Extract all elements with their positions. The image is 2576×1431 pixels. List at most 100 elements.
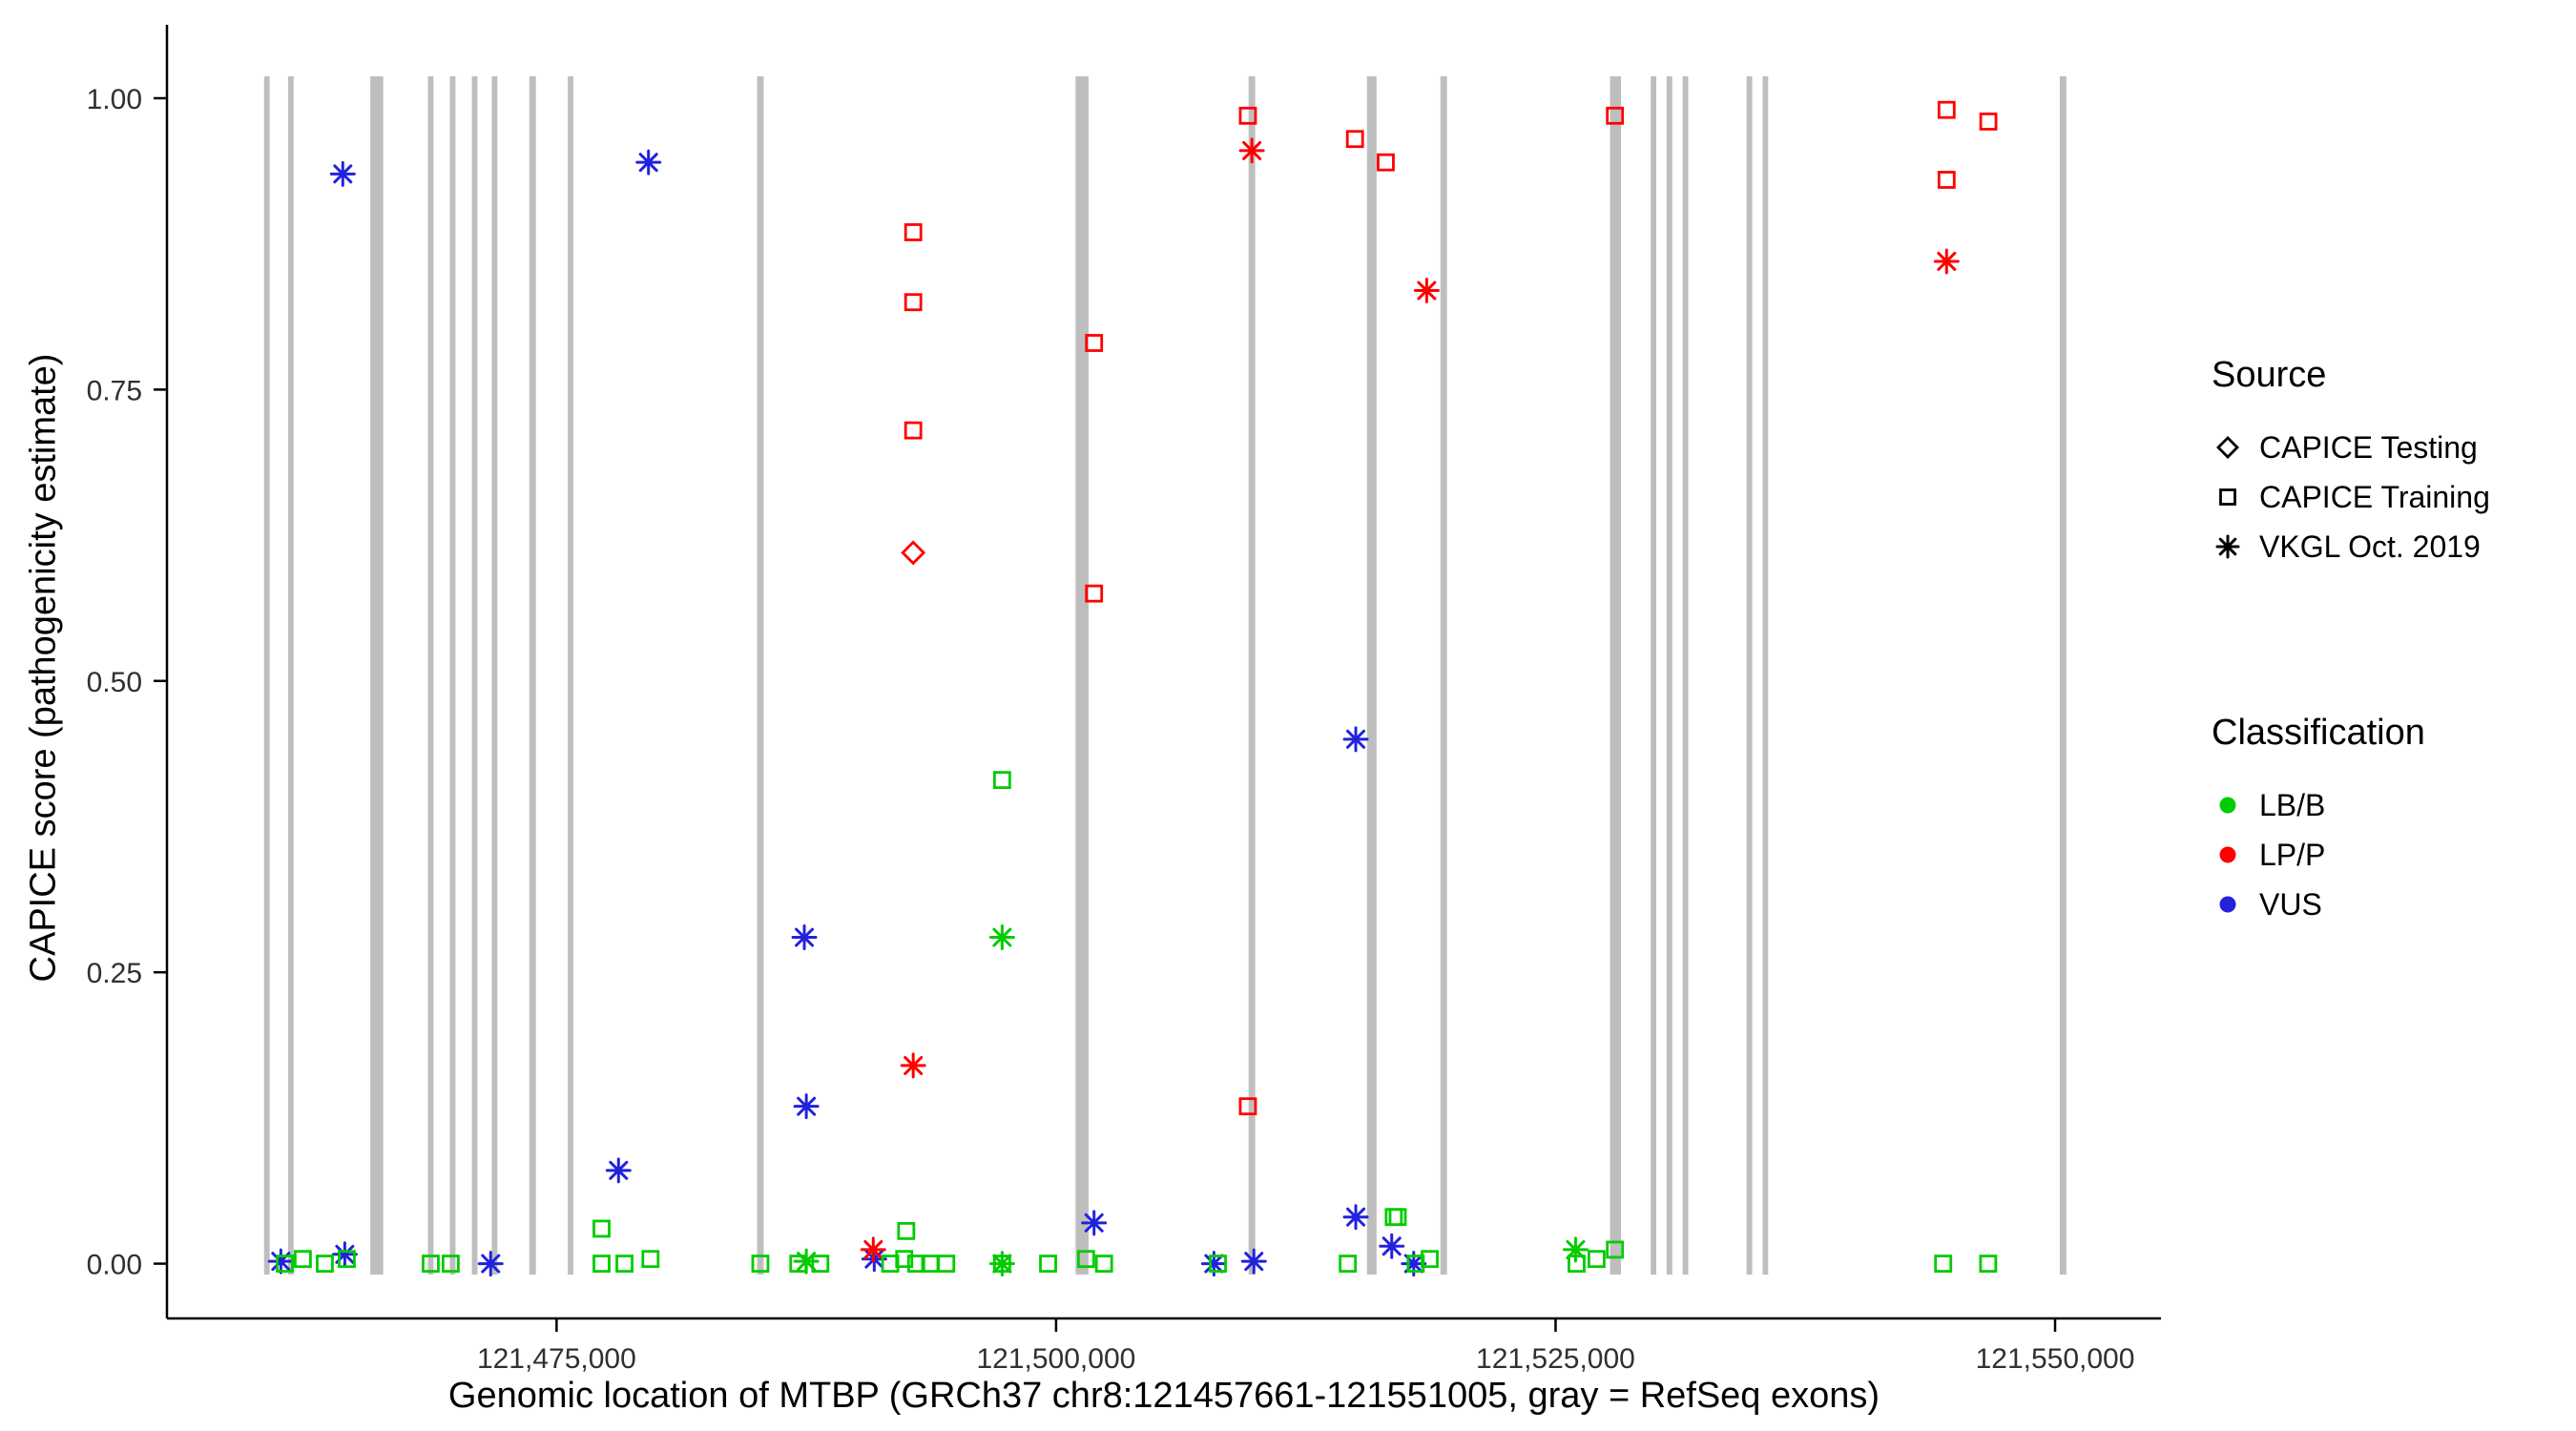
data-point-square (904, 421, 923, 440)
diamond-icon (2216, 436, 2239, 459)
data-point-asterisk (1342, 1204, 1369, 1231)
data-point-square (1345, 130, 1364, 149)
data-point-square (1384, 1208, 1403, 1227)
x-tick-label: 121,525,000 (1476, 1343, 1635, 1375)
data-point-diamond (901, 540, 926, 566)
data-point-square (1085, 584, 1104, 603)
data-point-square (1587, 1250, 1606, 1269)
data-point-square (276, 1255, 294, 1273)
y-tick-label: 0.25 (87, 958, 142, 989)
data-point-square (294, 1250, 312, 1269)
data-point-square (1979, 1255, 1998, 1273)
legend-classification-group: Classification LB/B LP/P VUS (2212, 713, 2490, 929)
data-point-asterisk (793, 1248, 820, 1275)
asterisk-icon (2215, 534, 2240, 559)
data-point-square (1937, 100, 1956, 119)
y-axis-title: CAPICE score (pathogenicity estimate) (23, 353, 64, 983)
legend-item-class-lp-p: LP/P (2212, 830, 2490, 880)
exon-bar (529, 76, 536, 1275)
data-point-asterisk (1413, 278, 1440, 304)
data-point-asterisk (1342, 726, 1369, 753)
legend-item-label: VUS (2259, 886, 2322, 922)
data-point-square (1934, 1255, 1953, 1273)
legend-classification-items: LB/B LP/P VUS (2212, 780, 2490, 929)
data-point-square (904, 223, 923, 241)
data-point-asterisk (1562, 1236, 1589, 1263)
data-point-asterisk (1240, 1248, 1267, 1275)
legend-item-label: CAPICE Training (2259, 479, 2490, 514)
data-point-square (1209, 1255, 1227, 1273)
data-point-asterisk (605, 1157, 632, 1184)
data-point-square (338, 1250, 356, 1269)
data-point-asterisk (1200, 1251, 1227, 1277)
data-point-square (592, 1219, 611, 1238)
exon-bar (1610, 76, 1622, 1275)
data-point-asterisk (329, 160, 356, 187)
data-point-square (1085, 334, 1104, 352)
exon-bar (1366, 76, 1377, 1275)
legend-source-title: Source (2212, 355, 2327, 395)
exon-bar (1762, 76, 1769, 1275)
data-point-square (441, 1255, 460, 1273)
data-point-square (811, 1255, 830, 1273)
legend-item-source-capice-training: CAPICE Training (2212, 472, 2490, 522)
data-point-square (992, 771, 1011, 790)
legend-item-class-lb-b: LB/B (2212, 780, 2490, 830)
exon-bar (1075, 76, 1089, 1275)
data-point-asterisk (791, 924, 818, 951)
data-point-square (897, 1221, 916, 1240)
data-point-asterisk (1933, 248, 1960, 275)
exon-bar (263, 76, 270, 1275)
data-point-square (1421, 1250, 1439, 1269)
data-point-asterisk (477, 1251, 504, 1277)
data-point-square (1388, 1208, 1407, 1227)
data-point-asterisk (635, 149, 662, 176)
data-point-asterisk (1379, 1233, 1405, 1259)
exon-bar (1746, 76, 1753, 1275)
dot-icon (2219, 797, 2236, 814)
data-point-square (1076, 1250, 1095, 1269)
exon-bar (568, 76, 573, 1275)
data-point-square (1606, 106, 1625, 125)
exon-bar (2059, 76, 2067, 1275)
data-point-asterisk (988, 924, 1015, 951)
legend-item-class-vus: VUS (2212, 880, 2490, 929)
exon-bar (757, 76, 764, 1275)
legend-source-group: Source CAPICE Testing CAPICE Training VKGL… (2212, 355, 2490, 571)
data-point-square (422, 1255, 440, 1273)
data-point-asterisk (793, 1093, 820, 1120)
data-point-square (1238, 106, 1257, 125)
legend: Source CAPICE Testing CAPICE Training VKGL… (2212, 355, 2490, 929)
data-point-square (1377, 153, 1395, 172)
y-tick-label: 1.00 (87, 84, 142, 115)
legend-classification-title: Classification (2212, 713, 2425, 753)
data-point-square (641, 1250, 660, 1269)
x-tick-label: 121,500,000 (976, 1343, 1135, 1375)
x-tick-label: 121,475,000 (477, 1343, 636, 1375)
exon-bar (427, 76, 434, 1275)
exon-bar (370, 76, 384, 1275)
data-point-square (1606, 1240, 1625, 1259)
data-point-square (592, 1255, 611, 1273)
y-tick-label: 0.75 (87, 375, 142, 406)
dot-icon (2219, 846, 2236, 863)
data-point-square (1094, 1255, 1113, 1273)
legend-item-label: CAPICE Testing (2259, 429, 2478, 465)
data-point-square (895, 1250, 914, 1269)
data-point-square (1039, 1255, 1057, 1273)
legend-item-label: LB/B (2259, 787, 2326, 822)
data-point-square (1238, 1097, 1257, 1116)
dot-icon (2219, 896, 2236, 913)
data-point-asterisk (860, 1236, 886, 1263)
data-point-asterisk (1081, 1210, 1108, 1236)
exon-bar (1651, 76, 1657, 1275)
x-axis-title: Genomic location of MTBP (GRCh37 chr8:12… (447, 1376, 1880, 1416)
exon-bar (491, 76, 498, 1275)
exon-bar (1682, 76, 1689, 1275)
x-tick-label: 121,550,000 (1976, 1343, 2135, 1375)
legend-source-items: CAPICE Testing CAPICE Training VKGL Oct. 2… (2212, 423, 2490, 571)
y-tick-label: 0.00 (87, 1250, 142, 1281)
data-point-square (904, 293, 923, 312)
